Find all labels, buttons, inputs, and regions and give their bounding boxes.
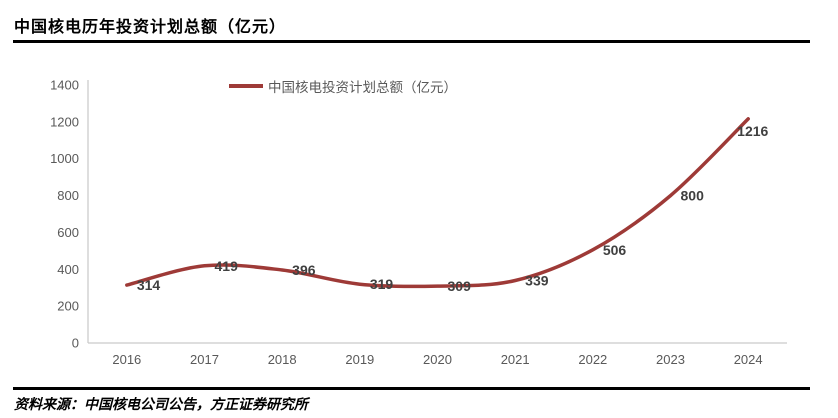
x-axis-tick-label: 2017 xyxy=(190,352,219,367)
x-axis-tick-label: 2020 xyxy=(423,352,452,367)
x-axis-tick-label: 2022 xyxy=(578,352,607,367)
series-line xyxy=(125,117,750,289)
footer-divider xyxy=(13,387,810,390)
data-label: 419 xyxy=(215,258,239,274)
legend-line-swatch xyxy=(229,84,263,88)
source-note: 资料来源：中国核电公司公告，方正证券研究所 xyxy=(14,398,308,413)
legend-label: 中国核电投资计划总额（亿元） xyxy=(268,80,457,95)
y-axis-tick-label: 200 xyxy=(57,299,79,314)
figure-title: 中国核电历年投资计划总额（亿元） xyxy=(14,19,287,36)
data-label: 309 xyxy=(448,278,472,294)
x-axis-tick-label: 2024 xyxy=(734,352,763,367)
data-label: 396 xyxy=(292,262,316,278)
y-axis-tick-label: 1400 xyxy=(50,78,79,93)
y-axis-tick-label: 1200 xyxy=(50,114,79,129)
y-axis-tick-label: 800 xyxy=(57,188,79,203)
y-axis-tick-label: 600 xyxy=(57,225,79,240)
data-label: 314 xyxy=(137,277,161,293)
data-label: 339 xyxy=(525,273,549,289)
y-axis-tick-label: 1000 xyxy=(50,151,79,166)
y-axis-tick-label: 0 xyxy=(72,336,79,351)
data-label: 800 xyxy=(681,188,705,204)
title-divider xyxy=(13,40,810,43)
x-axis-tick-label: 2023 xyxy=(656,352,685,367)
data-label: 506 xyxy=(603,242,627,258)
x-axis-tick-label: 2018 xyxy=(268,352,297,367)
x-axis-tick-label: 2016 xyxy=(112,352,141,367)
data-label: 1216 xyxy=(737,123,768,139)
x-axis-tick-label: 2019 xyxy=(345,352,374,367)
x-axis-tick-label: 2021 xyxy=(501,352,530,367)
legend: 中国核电投资计划总额（亿元） xyxy=(229,79,457,95)
y-axis-tick-label: 400 xyxy=(57,262,79,277)
data-label: 319 xyxy=(370,276,394,292)
